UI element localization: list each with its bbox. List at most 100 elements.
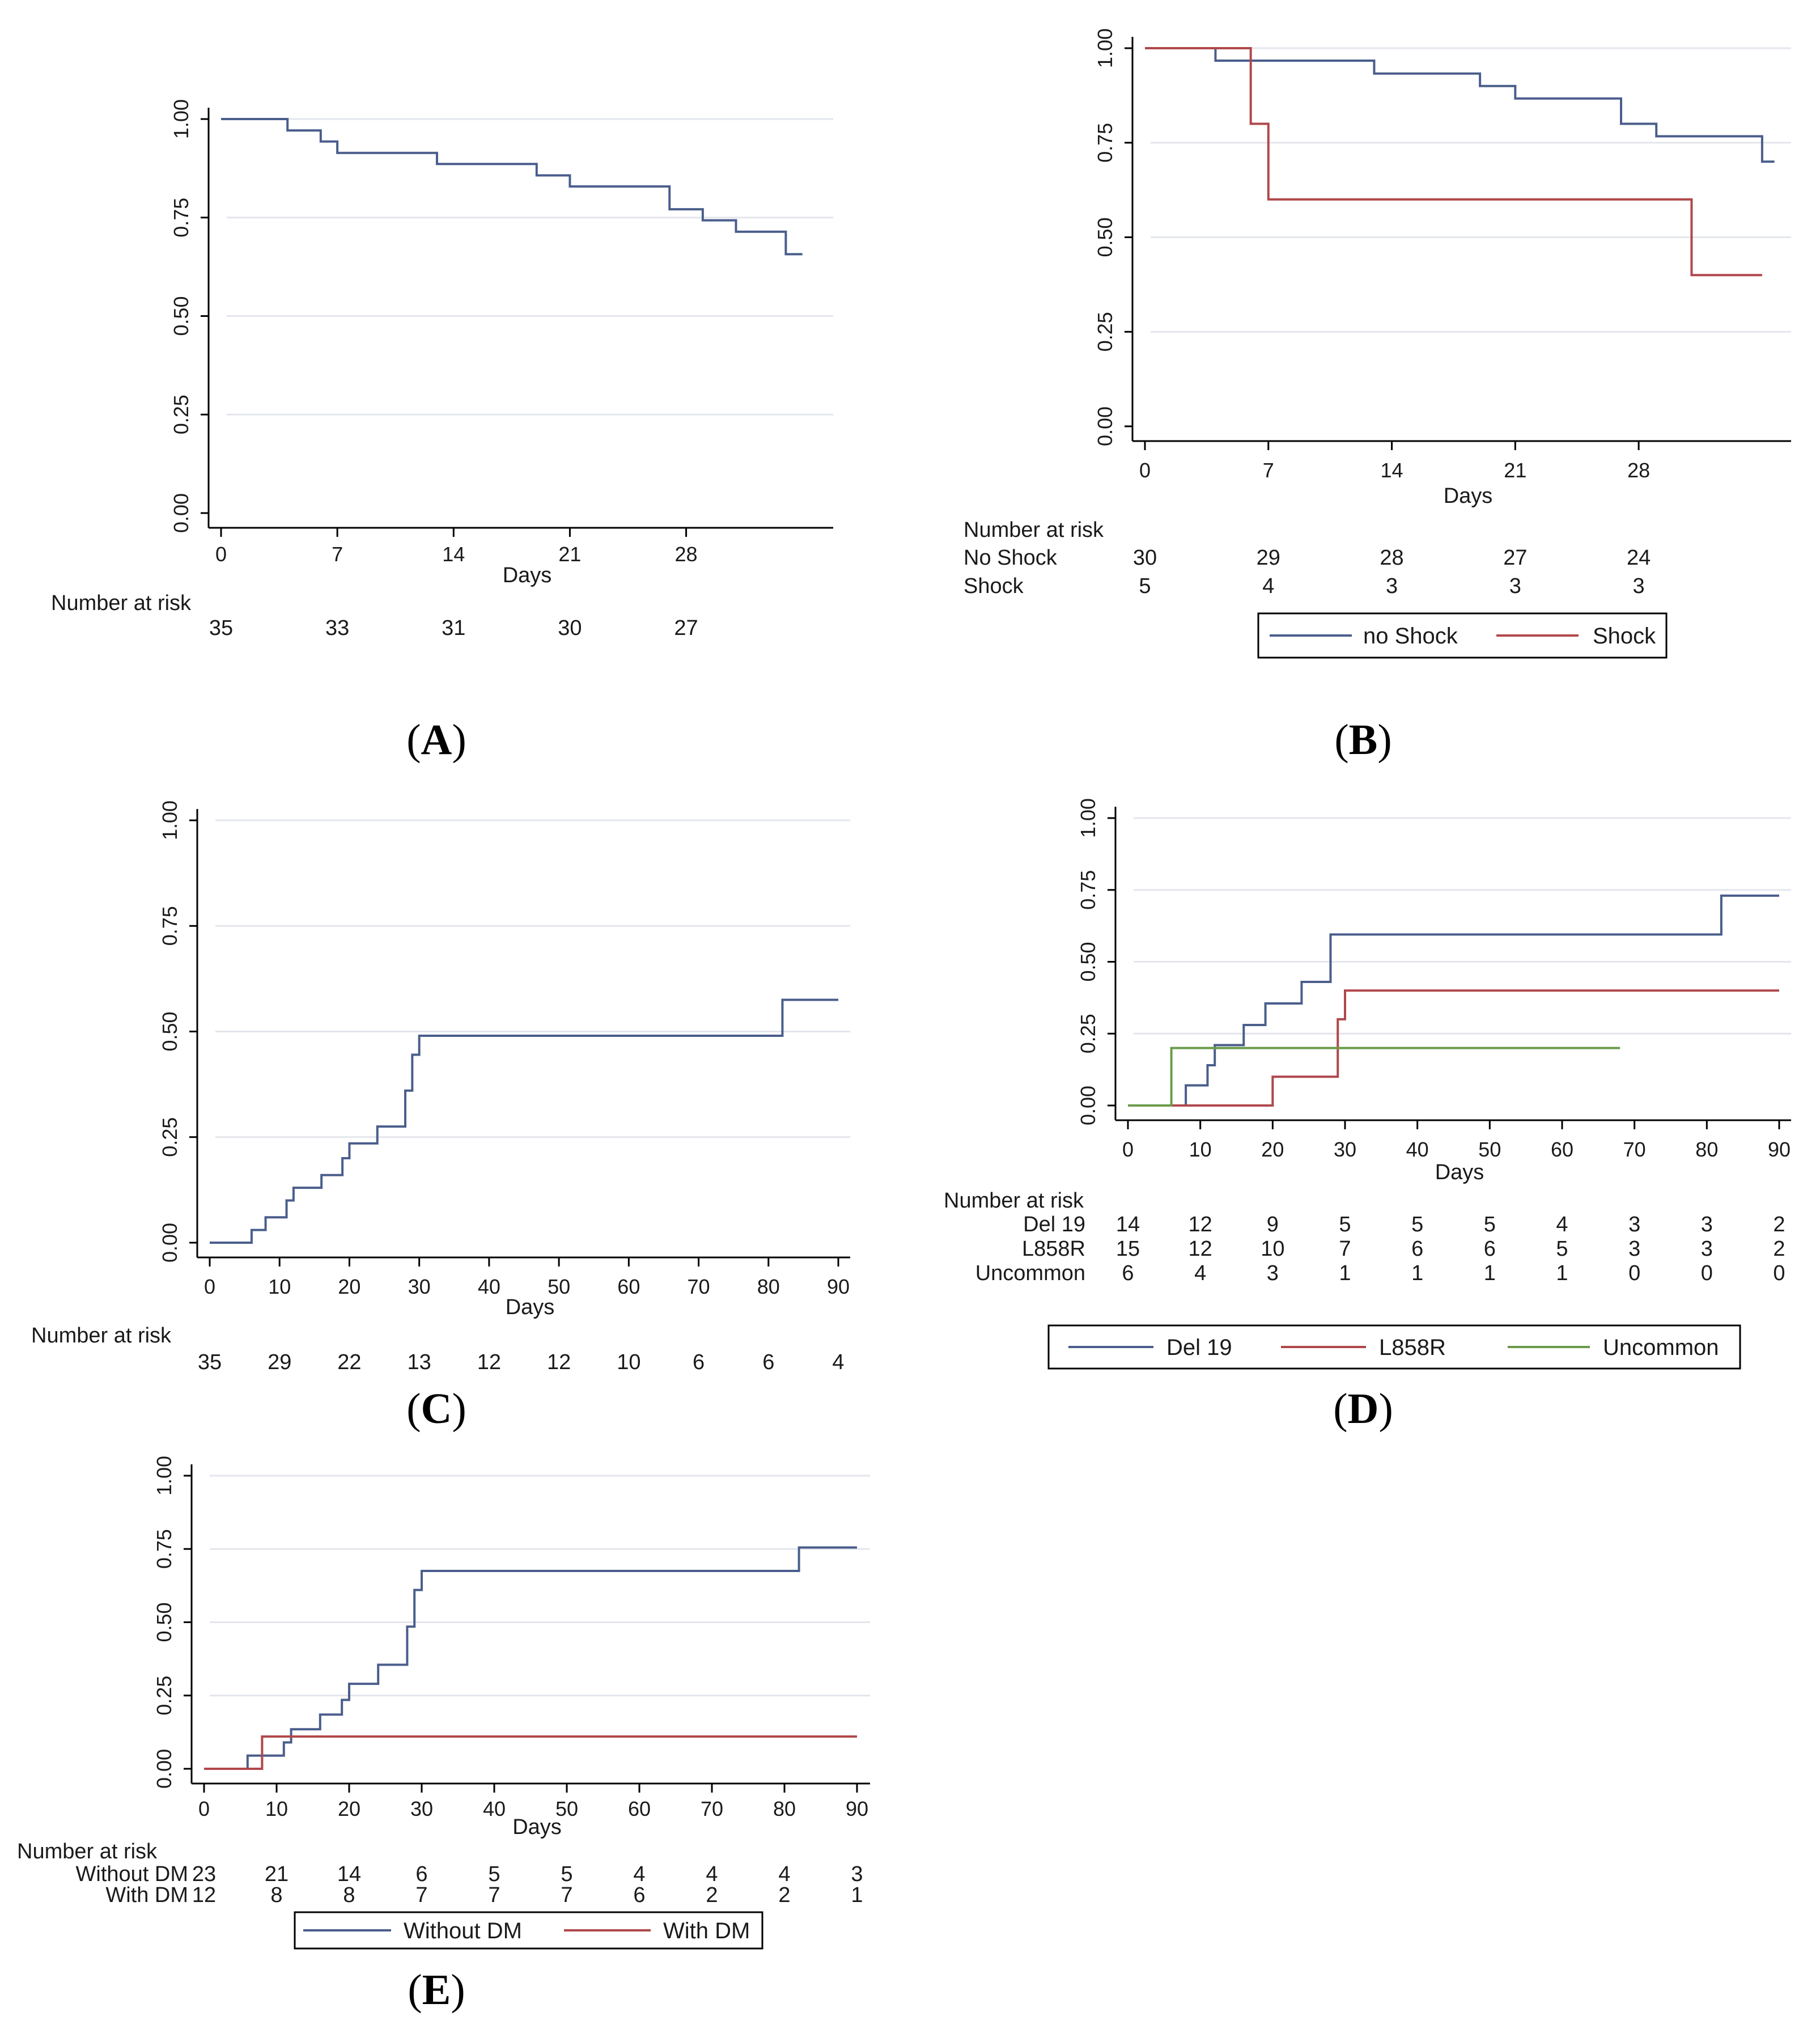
panel-e: 0.00 0.25 0.50 0.75 1.00 0 10 20 30 40 50 60 70 80 90 D… xyxy=(17,1456,870,2014)
risk-value: 2 xyxy=(1773,1237,1785,1261)
legend-label: Uncommon xyxy=(1603,1335,1719,1360)
risk-value: 6 xyxy=(1411,1237,1423,1261)
y-tick-label: 0.75 xyxy=(169,198,193,238)
risk-value: 3 xyxy=(1701,1237,1713,1261)
panel-label-letter: B xyxy=(1349,716,1378,764)
legend-label: Shock xyxy=(1593,624,1656,649)
x-tick-label: 90 xyxy=(1768,1138,1791,1161)
x-tick-label: 0 xyxy=(204,1275,215,1298)
risk-value: 4 xyxy=(1194,1261,1206,1285)
x-tick-label: 21 xyxy=(558,543,581,566)
risk-value: 4 xyxy=(832,1350,844,1374)
legend-box xyxy=(1047,1324,1741,1370)
risk-table-title: Number at risk xyxy=(944,1189,1084,1213)
risk-table-title: Number at risk xyxy=(17,1840,158,1863)
risk-value: 2 xyxy=(706,1883,718,1907)
risk-value: 7 xyxy=(488,1883,500,1907)
risk-value: 2 xyxy=(778,1883,790,1907)
risk-value: 10 xyxy=(1261,1237,1284,1261)
risk-value: 30 xyxy=(1133,546,1157,570)
risk-value: 5 xyxy=(1411,1213,1423,1236)
risk-row-label: With DM xyxy=(105,1883,188,1907)
risk-value: 30 xyxy=(558,616,582,640)
risk-table-title: Number at risk xyxy=(51,591,192,615)
y-tick-label: 0.00 xyxy=(1076,1086,1100,1125)
y-tick-label: 1.00 xyxy=(1093,28,1117,68)
km-curve-shock xyxy=(1145,47,1762,277)
risk-value: 2 xyxy=(1773,1213,1785,1236)
risk-value: 4 xyxy=(1262,574,1274,598)
risk-value: 12 xyxy=(192,1883,216,1907)
km-curve-no-shock xyxy=(1145,47,1775,163)
risk-value: 3 xyxy=(851,1862,863,1886)
legend-label: Del 19 xyxy=(1166,1335,1232,1360)
risk-value: 1 xyxy=(1339,1261,1351,1285)
risk-value: 24 xyxy=(1627,546,1651,570)
risk-value: 21 xyxy=(265,1862,289,1886)
risk-value: 5 xyxy=(488,1862,500,1886)
risk-value: 4 xyxy=(706,1862,718,1886)
x-tick-label: 80 xyxy=(773,1797,796,1820)
y-tick-label: 1.00 xyxy=(152,1456,176,1496)
x-tick-label: 40 xyxy=(483,1797,506,1820)
y-tick-label: 0.50 xyxy=(158,1011,181,1051)
risk-value: 7 xyxy=(1339,1237,1351,1261)
risk-value: 6 xyxy=(762,1350,774,1374)
x-tick-label: 30 xyxy=(410,1797,433,1820)
risk-value: 14 xyxy=(337,1862,361,1886)
panel-label: (E) xyxy=(408,1966,465,2014)
risk-value: 12 xyxy=(1189,1213,1212,1236)
risk-value: 15 xyxy=(1116,1237,1140,1261)
risk-row-label: Shock xyxy=(964,574,1024,598)
risk-value: 1 xyxy=(1484,1261,1496,1285)
panel-label-letter: D xyxy=(1348,1385,1379,1433)
panel-label-open: ( xyxy=(1334,716,1348,764)
panel-label-close: ) xyxy=(1378,1385,1393,1433)
panel-label: (B) xyxy=(1334,716,1391,764)
x-tick-label: 40 xyxy=(478,1275,500,1298)
risk-value: 35 xyxy=(209,616,233,640)
x-tick-label: 50 xyxy=(1478,1138,1501,1161)
x-tick-label: 28 xyxy=(675,543,698,566)
risk-value: 22 xyxy=(337,1350,361,1374)
risk-value: 1 xyxy=(1556,1261,1568,1285)
x-tick-label: 80 xyxy=(757,1275,780,1298)
y-tick-label: 0.75 xyxy=(1076,870,1100,910)
risk-value: 3 xyxy=(1633,574,1645,598)
panel-label-close: ) xyxy=(451,1966,465,2014)
legend-label: Without DM xyxy=(404,1918,522,1943)
x-tick-label: 60 xyxy=(1551,1138,1573,1161)
x-tick-label: 90 xyxy=(846,1797,868,1820)
risk-value: 4 xyxy=(1556,1213,1568,1236)
panel-label-close: ) xyxy=(1377,716,1391,764)
panel-label-close: ) xyxy=(452,716,466,764)
y-tick-label: 0.50 xyxy=(169,296,193,336)
x-tick-label: 21 xyxy=(1504,459,1526,482)
y-tick-label: 0.75 xyxy=(1093,123,1117,163)
risk-value: 33 xyxy=(325,616,349,640)
risk-row-label: Uncommon xyxy=(975,1261,1085,1285)
x-tick-label: 20 xyxy=(1261,1138,1284,1161)
panel-label: (A) xyxy=(406,716,466,764)
x-tick-label: 60 xyxy=(617,1275,640,1298)
panel-label: (D) xyxy=(1333,1385,1393,1433)
risk-row-label: L858R xyxy=(1022,1237,1085,1261)
x-tick-label: 28 xyxy=(1627,459,1650,482)
y-tick-label: 0.50 xyxy=(152,1602,176,1642)
risk-table-title: Number at risk xyxy=(964,518,1104,542)
km-curve-all xyxy=(210,998,838,1244)
risk-value: 5 xyxy=(561,1862,572,1886)
y-tick-label: 0.50 xyxy=(1093,217,1117,257)
risk-value: 28 xyxy=(1380,546,1403,570)
x-tick-label: 10 xyxy=(1189,1138,1212,1161)
y-tick-label: 0.75 xyxy=(152,1529,176,1569)
km-curve-uncommon xyxy=(1128,1047,1620,1107)
panel-label-open: ( xyxy=(406,716,421,764)
x-tick-label: 30 xyxy=(408,1275,431,1298)
panel-label-letter: C xyxy=(421,1385,452,1433)
risk-value: 6 xyxy=(415,1862,427,1886)
risk-value: 3 xyxy=(1628,1213,1640,1236)
y-tick-label: 1.00 xyxy=(158,800,181,840)
panel-c: 0.00 0.25 0.50 0.75 1.00 0 10 20 30 40 50 60 70 80 90 D… xyxy=(31,800,850,1433)
